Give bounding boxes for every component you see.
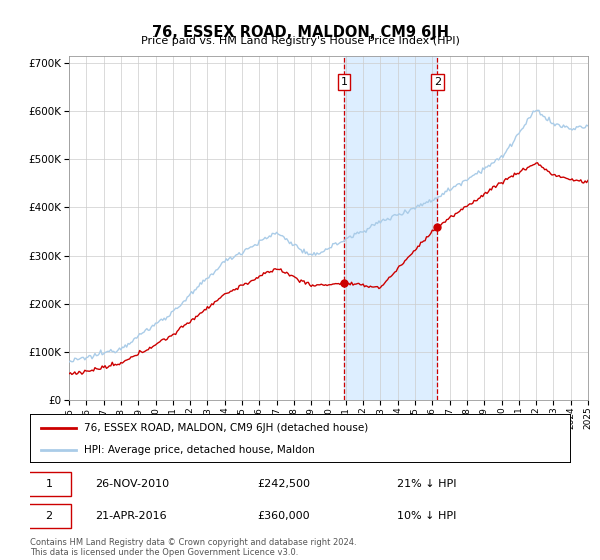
Text: 76, ESSEX ROAD, MALDON, CM9 6JH (detached house): 76, ESSEX ROAD, MALDON, CM9 6JH (detache…	[84, 423, 368, 433]
Text: 1: 1	[46, 479, 52, 489]
Text: 2: 2	[434, 77, 441, 87]
Text: 1: 1	[341, 77, 347, 87]
Text: 2: 2	[46, 511, 52, 521]
Text: 76, ESSEX ROAD, MALDON, CM9 6JH: 76, ESSEX ROAD, MALDON, CM9 6JH	[151, 25, 449, 40]
Text: 10% ↓ HPI: 10% ↓ HPI	[397, 511, 457, 521]
Text: 26-NOV-2010: 26-NOV-2010	[95, 479, 169, 489]
Bar	[344, 56, 437, 400]
Text: £242,500: £242,500	[257, 479, 310, 489]
Text: HPI: Average price, detached house, Maldon: HPI: Average price, detached house, Mald…	[84, 445, 315, 455]
Text: £360,000: £360,000	[257, 511, 310, 521]
Text: Contains HM Land Registry data © Crown copyright and database right 2024.
This d: Contains HM Land Registry data © Crown c…	[30, 538, 356, 557]
Text: 21% ↓ HPI: 21% ↓ HPI	[397, 479, 457, 489]
FancyBboxPatch shape	[28, 472, 71, 497]
Text: 21-APR-2016: 21-APR-2016	[95, 511, 166, 521]
FancyBboxPatch shape	[28, 504, 71, 529]
Text: Price paid vs. HM Land Registry's House Price Index (HPI): Price paid vs. HM Land Registry's House …	[140, 36, 460, 46]
